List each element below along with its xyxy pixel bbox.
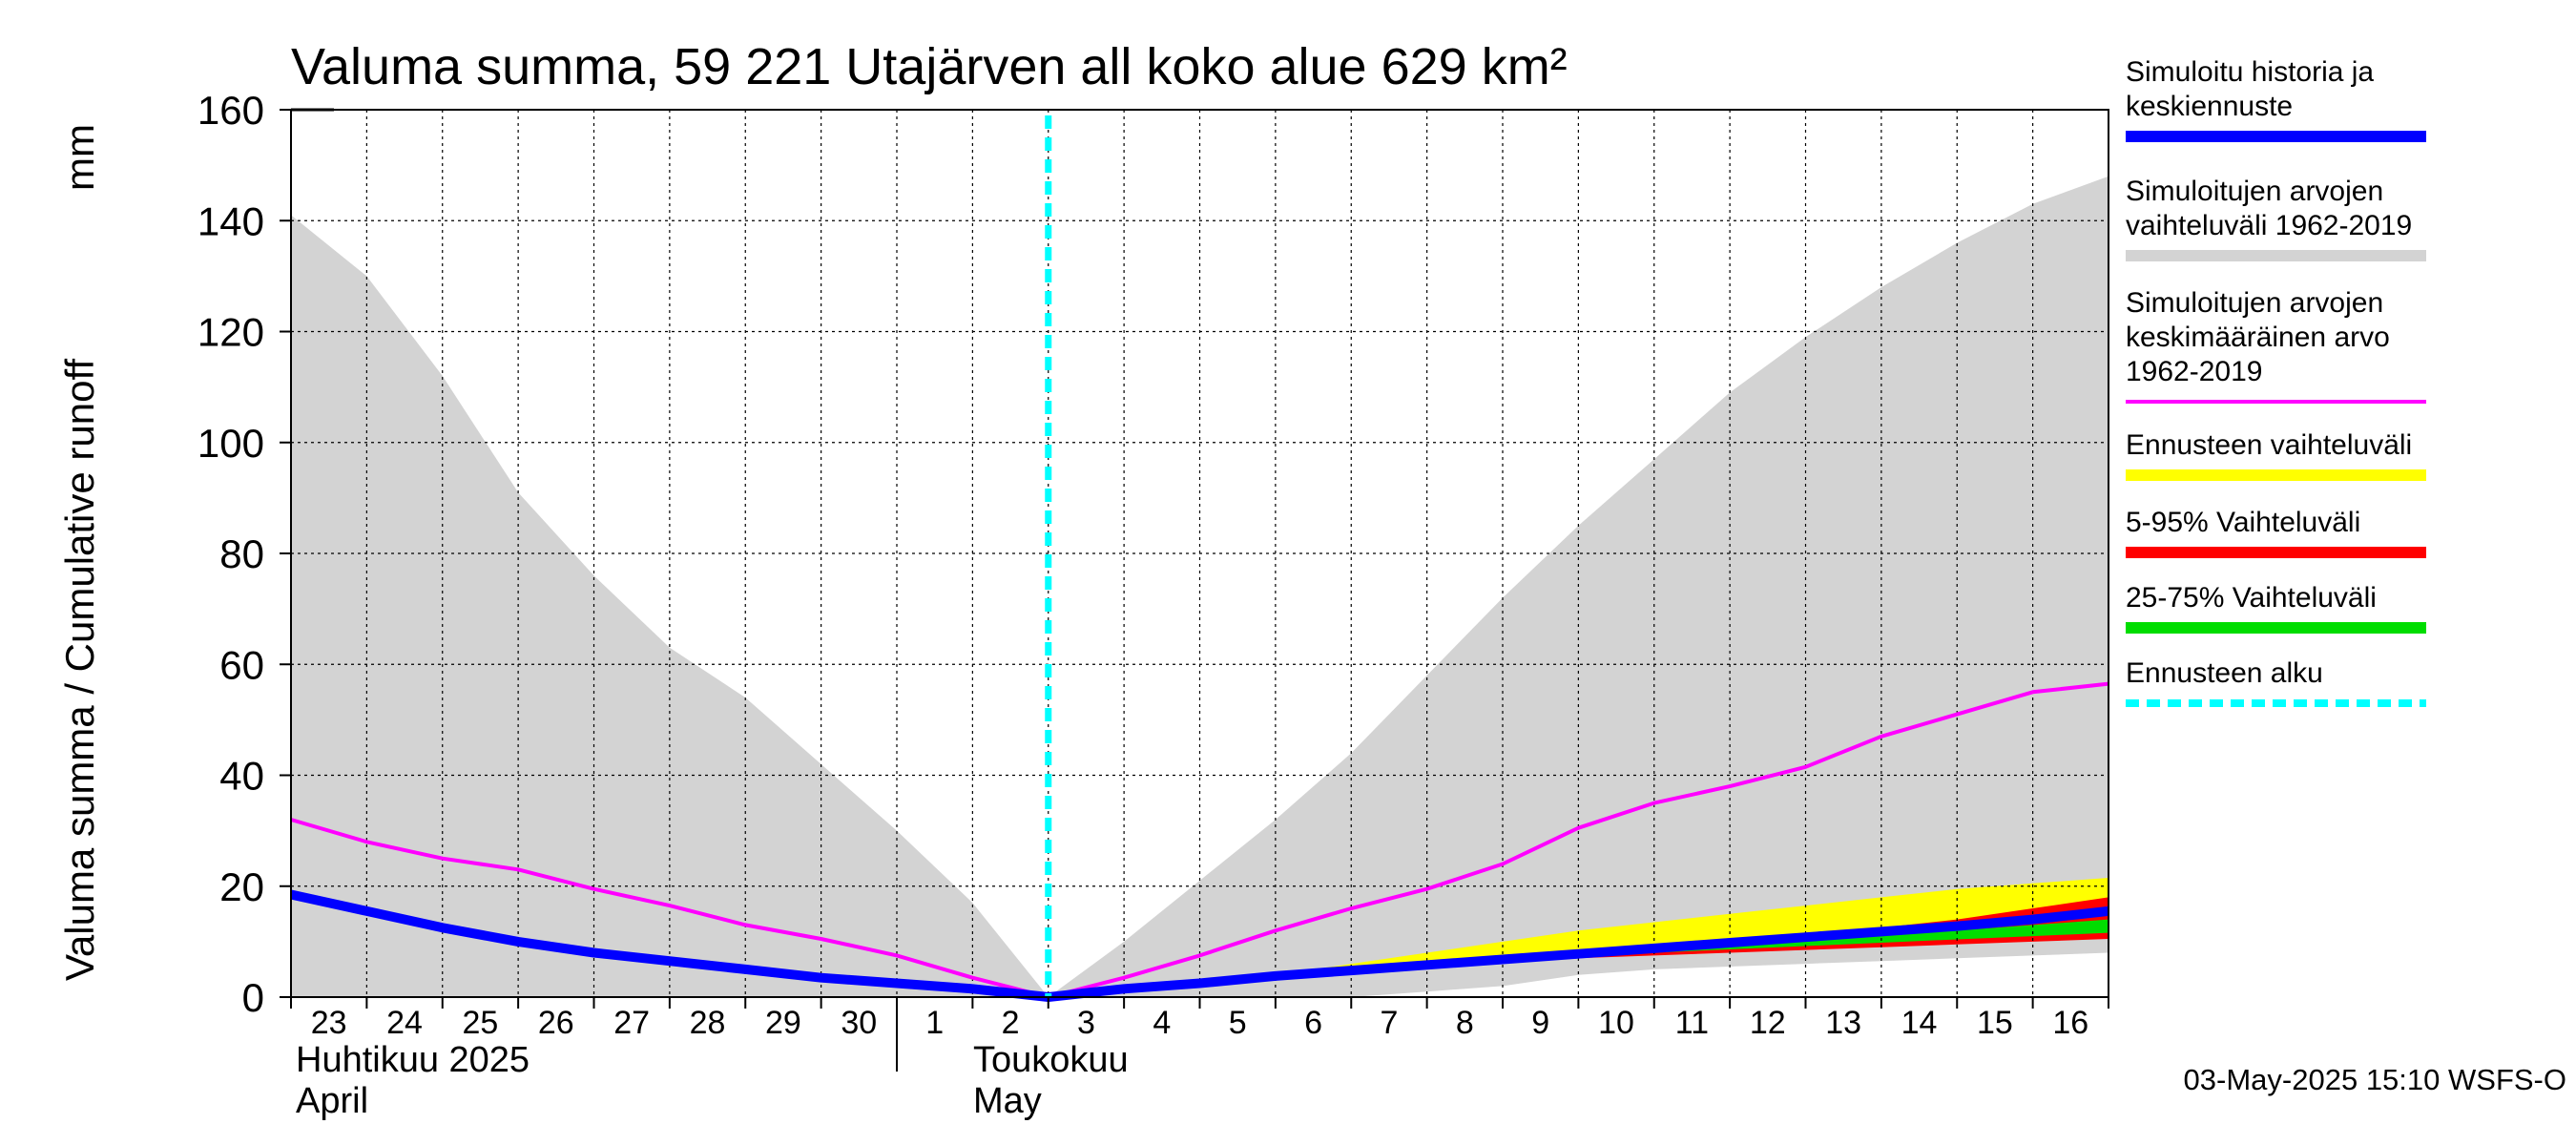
x-tick-label: 16 <box>2052 1005 2088 1041</box>
y-tick-label: 40 <box>219 754 264 799</box>
month-labels: Huhtikuu 2025 April Toukokuu May <box>296 1040 1129 1121</box>
x-tick-label: 2 <box>1002 1005 1020 1041</box>
x-tick-label: 23 <box>311 1005 347 1041</box>
y-axis-label: Valuma summa / Cumulative runoff <box>57 359 102 981</box>
x-tick-label: 28 <box>690 1005 726 1041</box>
month-label-may-line2: May <box>973 1081 1042 1121</box>
x-axis: 23 24 25 26 27 28 29 30 1 2 3 4 5 6 7 8 9 10 11 12 13 14 15 16 <box>290 997 2109 1072</box>
x-tick-label: 27 <box>613 1005 650 1041</box>
y-tick-label: 60 <box>219 642 264 687</box>
month-label-april-line1: Huhtikuu 2025 <box>296 1040 530 1080</box>
y-tick-label: 160 <box>197 88 264 133</box>
month-label-may-line1: Toukokuu <box>973 1040 1129 1080</box>
x-tick-label: 4 <box>1153 1005 1171 1041</box>
legend-label: vaihteluväli 1962-2019 <box>2126 210 2412 241</box>
x-tick-label: 9 <box>1531 1005 1549 1041</box>
x-tick-label: 1 <box>925 1005 944 1041</box>
x-tick-label: 5 <box>1229 1005 1247 1041</box>
legend-label: Ennusteen vaihteluväli <box>2126 429 2412 461</box>
legend-label: Ennusteen alku <box>2126 657 2323 689</box>
x-tick-label: 15 <box>1977 1005 2013 1041</box>
x-tick-label: 14 <box>1901 1005 1938 1041</box>
y-tick-label: 140 <box>197 198 264 243</box>
x-tick-label: 3 <box>1077 1005 1095 1041</box>
x-tick-label: 30 <box>841 1005 877 1041</box>
legend-label: 5-95% Vaihteluväli <box>2126 507 2360 538</box>
legend-label: keskimääräinen arvo <box>2126 322 2390 353</box>
y-axis-unit: mm <box>57 124 102 191</box>
grid-layer <box>291 110 2109 997</box>
y-tick-label: 80 <box>219 531 264 576</box>
y-axis: 0 20 40 60 80 100 120 140 160 <box>197 88 334 1020</box>
legend-label: 25-75% Vaihteluväli <box>2126 582 2377 614</box>
x-tick-label: 13 <box>1825 1005 1861 1041</box>
series-line-0 <box>290 681 2109 999</box>
legend-label: 1962-2019 <box>2126 356 2262 387</box>
chart-title: Valuma summa, 59 221 Utajärven all koko … <box>291 38 1568 95</box>
footer-timestamp: 03-May-2025 15:10 WSFS-O <box>2184 1063 2566 1096</box>
x-tick-label: 7 <box>1380 1005 1398 1041</box>
x-tick-label: 12 <box>1750 1005 1786 1041</box>
x-tick-label: 6 <box>1304 1005 1322 1041</box>
legend-label: Simuloitujen arvojen <box>2126 287 2383 319</box>
series-line-1 <box>289 889 2109 1002</box>
y-tick-label: 20 <box>219 864 264 909</box>
legend-label: Simuloitujen arvojen <box>2126 176 2383 207</box>
lines-layer <box>289 115 2109 1002</box>
y-tick-label: 0 <box>242 975 264 1020</box>
x-tick-label: 26 <box>538 1005 574 1041</box>
x-tick-label: 24 <box>386 1005 423 1041</box>
band-1 <box>1275 878 2109 978</box>
y-tick-label: 100 <box>197 421 264 466</box>
x-tick-label: 25 <box>463 1005 499 1041</box>
legend-label: Simuloitu historia ja <box>2126 56 2374 88</box>
x-tick-label: 11 <box>1675 1005 1709 1041</box>
x-tick-label: 10 <box>1598 1005 1634 1041</box>
x-tick-label: 8 <box>1456 1005 1474 1041</box>
legend-label: keskiennuste <box>2126 91 2293 122</box>
x-tick-label: 29 <box>765 1005 801 1041</box>
y-tick-label: 120 <box>197 310 264 355</box>
month-label-april-line2: April <box>296 1081 368 1121</box>
